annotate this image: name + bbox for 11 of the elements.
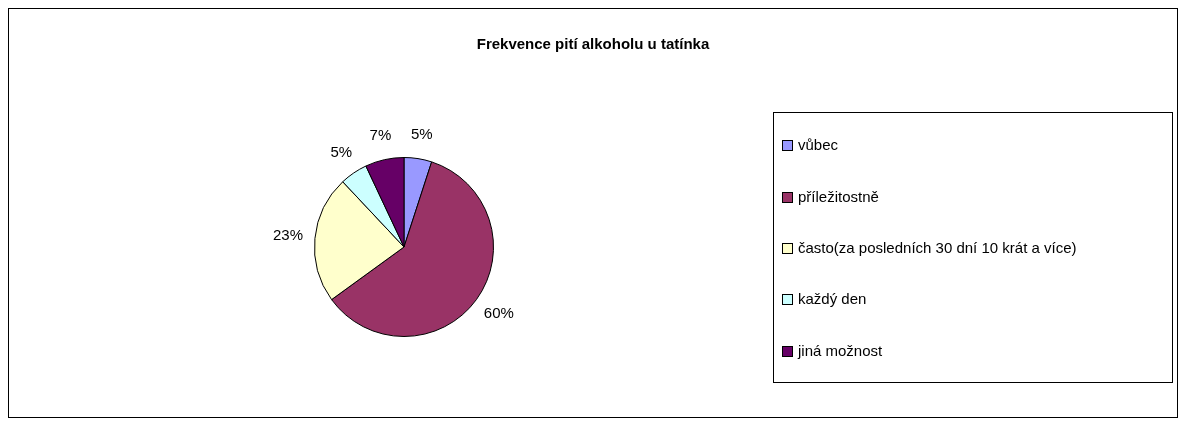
data-label: 5% [330, 143, 353, 161]
data-label: 60% [483, 303, 514, 321]
legend-label: jiná možnost [798, 341, 883, 359]
data-label: 23% [272, 226, 303, 244]
legend-label: každý den [798, 290, 867, 308]
legend-label: často(za posledních 30 dní 10 krát a více) [798, 238, 1077, 256]
data-label: 5% [410, 125, 433, 143]
data-label: 7% [369, 126, 392, 144]
legend-label: vůbec [798, 136, 839, 154]
legend-label: příležitostně [798, 187, 879, 205]
chart-title: Frekvence pití alkoholu u tatínka [475, 35, 711, 52]
